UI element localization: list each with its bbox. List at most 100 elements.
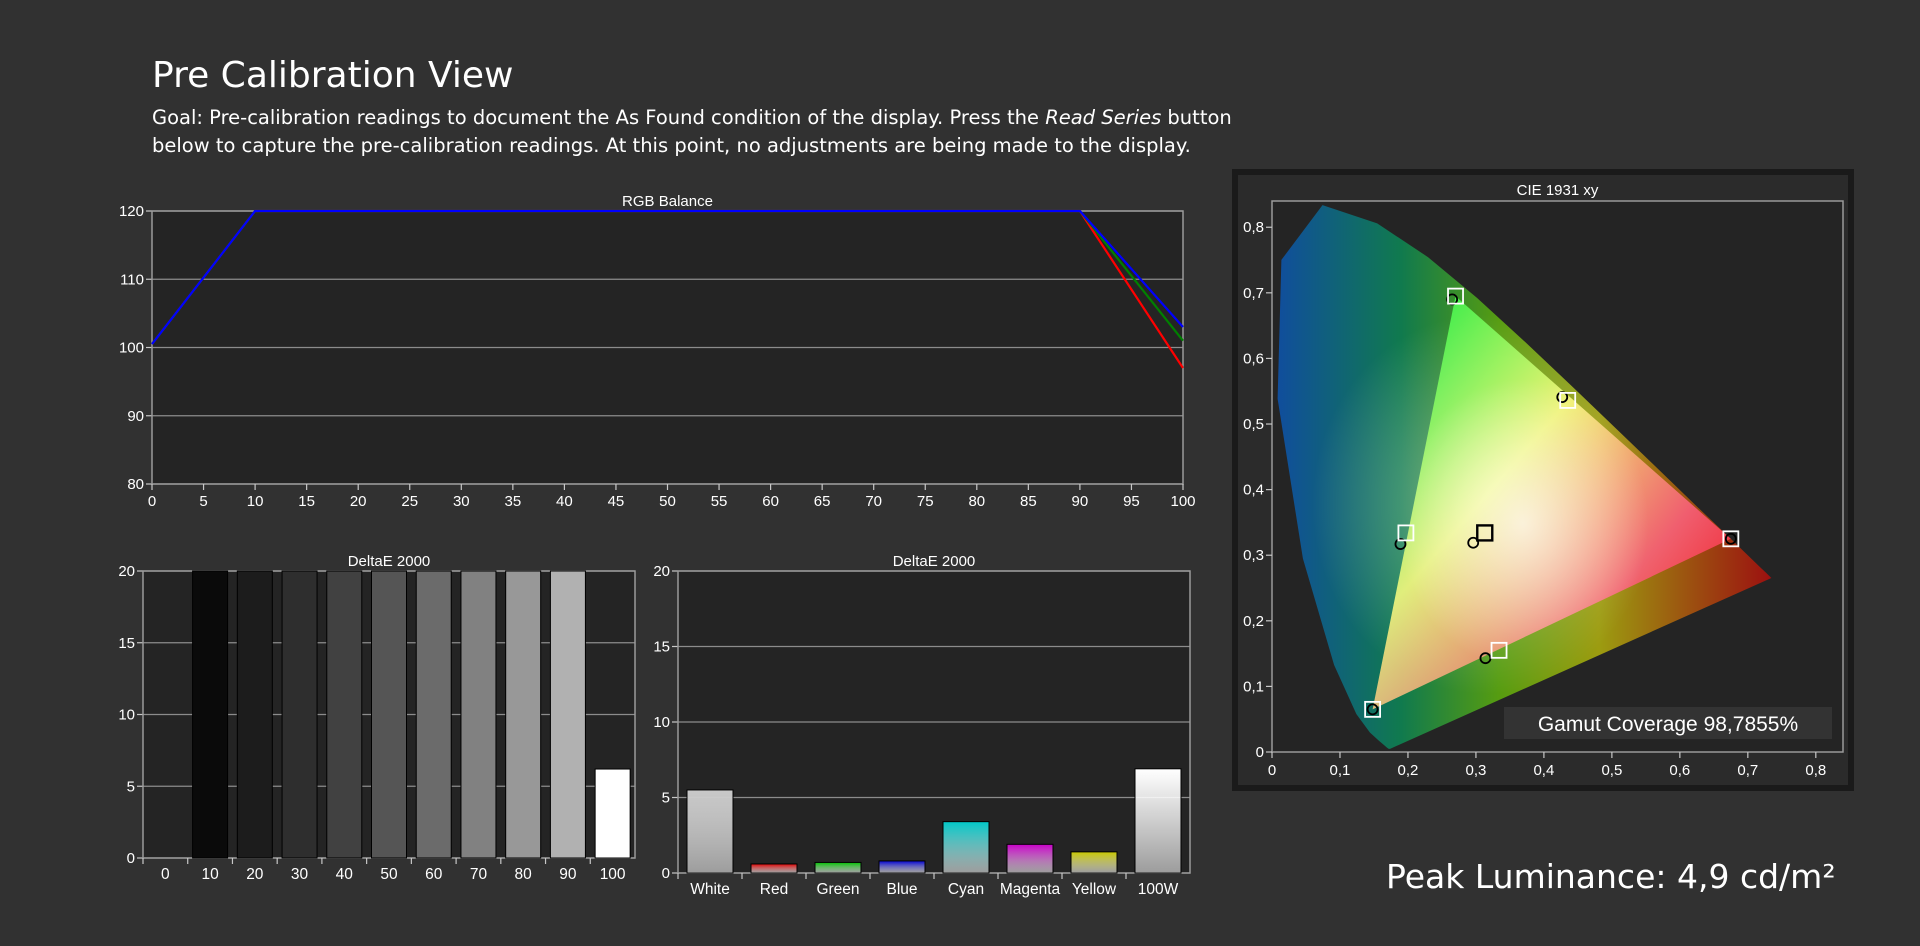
page-title: Pre Calibration View [152, 55, 514, 96]
cie-chart-title: CIE 1931 xy [1517, 182, 1599, 199]
color-x-label: 100W [1138, 881, 1179, 898]
color-bar [878, 860, 926, 874]
x-tick-label: 85 [1020, 493, 1037, 510]
cie-y-tick-label: 0,3 [1243, 547, 1264, 564]
color-bar [942, 821, 990, 874]
cie-x-tick-label: 0,1 [1330, 762, 1351, 779]
color-x-label: Yellow [1072, 881, 1117, 898]
y-tick-label: 90 [127, 408, 144, 425]
x-tick-label: 75 [917, 493, 934, 510]
target-point-cyan [1397, 524, 1415, 542]
y-tick-label: 10 [118, 707, 135, 724]
y-tick-label: 20 [653, 563, 670, 580]
x-tick-label: 35 [505, 493, 522, 510]
color-x-label: Red [760, 881, 788, 898]
rgb-chart-title: RGB Balance [622, 193, 713, 210]
x-tick-label: 25 [401, 493, 418, 510]
y-tick-label: 20 [118, 563, 135, 580]
cie-x-tick-label: 0,7 [1737, 762, 1758, 779]
gray-x-label: 100 [600, 866, 626, 883]
plot-border [1271, 200, 1844, 753]
gamut-coverage-box [1504, 707, 1832, 739]
measured-point-magenta [1479, 652, 1492, 665]
color-x-label: Green [816, 881, 859, 898]
cie-y-tick-label: 0 [1256, 744, 1264, 761]
cie-x-tick-label: 0,3 [1465, 762, 1486, 779]
measured-point-blue [1366, 703, 1379, 716]
target-point-magenta [1490, 641, 1508, 659]
y-tick-label: 10 [653, 714, 670, 731]
measured-point-white [1467, 536, 1480, 549]
x-tick-label: 10 [247, 493, 264, 510]
gray-bar [236, 570, 273, 859]
color-x-label: Magenta [1000, 881, 1061, 898]
gray-x-label: 0 [161, 866, 170, 883]
x-tick-label: 65 [814, 493, 831, 510]
x-tick-label: 50 [659, 493, 676, 510]
y-tick-label: 0 [127, 850, 135, 867]
target-point-red [1722, 530, 1740, 548]
cie-x-tick-label: 0 [1268, 762, 1276, 779]
x-tick-label: 0 [148, 493, 156, 510]
x-tick-label: 55 [711, 493, 728, 510]
peak-luminance: Peak Luminance: 4,9 cd/m² [1386, 857, 1836, 896]
x-tick-label: 100 [1170, 493, 1195, 510]
measured-point-cyan [1394, 538, 1407, 550]
y-tick-label: 15 [118, 635, 135, 652]
y-tick-label: 15 [653, 639, 670, 656]
x-tick-label: 80 [968, 493, 985, 510]
rgb-series-line-2 [151, 209, 1184, 345]
cie-y-tick-label: 0,7 [1243, 285, 1264, 302]
gray-x-label: 50 [380, 866, 398, 883]
cie-y-tick-label: 0,1 [1243, 678, 1264, 695]
x-tick-label: 70 [865, 493, 882, 510]
color-x-label: Blue [886, 881, 917, 898]
y-tick-label: 5 [662, 790, 670, 807]
measured-point-red [1724, 532, 1737, 545]
color-bar [750, 863, 798, 874]
y-tick-label: 120 [119, 203, 144, 220]
x-tick-label: 45 [608, 493, 625, 510]
x-tick-label: 5 [199, 493, 207, 510]
goal-italic: Read Series [1045, 106, 1162, 129]
cie-y-tick-label: 0,8 [1243, 219, 1264, 236]
cie-x-tick-label: 0,4 [1533, 762, 1554, 779]
y-tick-label: 5 [127, 778, 135, 795]
cie-x-tick-label: 0,6 [1669, 762, 1690, 779]
color-bar [686, 789, 734, 874]
gray-x-label: 20 [246, 866, 264, 883]
gray-x-label: 70 [470, 866, 488, 883]
target-point-blue [1364, 700, 1382, 718]
gray-chart-title: DeltaE 2000 [348, 553, 431, 570]
gray-bar [326, 570, 363, 859]
y-tick-label: 110 [120, 271, 144, 288]
color-chart-title: DeltaE 2000 [893, 553, 976, 570]
gray-bar [594, 768, 631, 859]
color-bar [814, 861, 862, 874]
gray-bar [415, 570, 452, 859]
gray-x-label: 80 [515, 866, 533, 883]
y-tick-label: 80 [127, 476, 144, 493]
color-bar [1134, 768, 1182, 874]
gray-x-label: 10 [201, 866, 219, 883]
goal-text-end: button below to capture the pre-calibrat… [152, 106, 1232, 157]
page-description: Goal: Pre-calibration readings to docume… [152, 104, 1292, 160]
cie-y-tick-label: 0,4 [1243, 482, 1264, 499]
cie-y-tick-label: 0,5 [1243, 416, 1264, 433]
color-bar [1006, 843, 1054, 874]
goal-text-start: Goal: Pre-calibration readings to docume… [152, 106, 1046, 129]
gray-x-label: 40 [336, 866, 354, 883]
x-tick-label: 90 [1072, 493, 1089, 510]
x-tick-label: 40 [556, 493, 573, 510]
y-tick-label: 0 [662, 865, 670, 882]
color-x-label: Cyan [948, 881, 984, 898]
gray-bar [460, 570, 497, 859]
x-tick-label: 30 [453, 493, 470, 510]
color-x-label: White [690, 881, 730, 898]
x-tick-label: 95 [1123, 493, 1140, 510]
target-point-yellow [1559, 392, 1577, 409]
